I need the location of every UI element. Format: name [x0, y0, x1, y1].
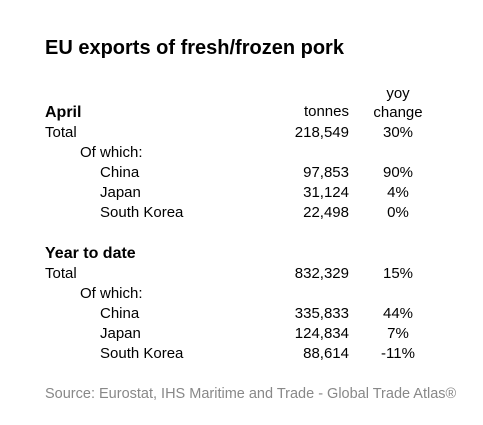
of-which-label: Of which: — [80, 285, 143, 302]
row-tonnes: 124,834 — [294, 325, 349, 342]
column-header-yoy: yoy — [386, 85, 410, 102]
table-row: Japan 124,834 7% — [0, 324, 483, 344]
table-title: EU exports of fresh/frozen pork — [45, 37, 344, 59]
row-tonnes: 97,853 — [303, 164, 349, 181]
row-yoy: 15% — [382, 265, 414, 282]
row-tonnes: 22,498 — [303, 204, 349, 221]
row-label: Japan — [100, 184, 141, 201]
table-row: Japan 31,124 4% — [0, 183, 483, 203]
table-row: China 335,833 44% — [0, 304, 483, 324]
row-label: China — [100, 164, 140, 181]
table-row-total: Total 832,329 15% — [0, 264, 483, 284]
row-yoy: 4% — [387, 184, 409, 201]
table-row: China 97,853 90% — [0, 163, 483, 183]
section-label-year-to-date: Year to date — [45, 245, 136, 262]
column-header-change: change — [373, 104, 423, 121]
row-yoy: 90% — [382, 164, 414, 181]
of-which-label: Of which: — [80, 144, 143, 161]
row-yoy: -11% — [381, 345, 415, 362]
column-header-tonnes: tonnes — [303, 103, 349, 120]
row-yoy: 0% — [387, 204, 409, 221]
row-tonnes: 88,614 — [303, 345, 349, 362]
of-which-row: Of which: — [0, 143, 483, 163]
row-tonnes: 31,124 — [303, 184, 349, 201]
section-header-row: April — [0, 103, 483, 123]
row-yoy: 44% — [382, 305, 414, 322]
section-header-row: Year to date — [0, 244, 483, 264]
row-yoy: 7% — [387, 325, 409, 342]
column-header-yoy-change: yoy change — [364, 84, 432, 122]
row-label: Japan — [100, 325, 141, 342]
row-label: South Korea — [100, 204, 184, 221]
of-which-row: Of which: — [0, 284, 483, 304]
row-tonnes: 218,549 — [294, 124, 349, 141]
row-yoy: 30% — [382, 124, 414, 141]
table-row: South Korea 88,614 -11% — [0, 344, 483, 364]
section-label-april: April — [45, 104, 82, 121]
table-row: South Korea 22,498 0% — [0, 203, 483, 223]
row-label: South Korea — [100, 345, 184, 362]
row-tonnes: 335,833 — [294, 305, 349, 322]
row-tonnes: 832,329 — [294, 265, 349, 282]
row-label: Total — [45, 124, 77, 141]
table-row-total: Total 218,549 30% — [0, 123, 483, 143]
row-label: Total — [45, 265, 77, 282]
row-label: China — [100, 305, 140, 322]
source-note: Source: Eurostat, IHS Maritime and Trade… — [45, 386, 457, 402]
